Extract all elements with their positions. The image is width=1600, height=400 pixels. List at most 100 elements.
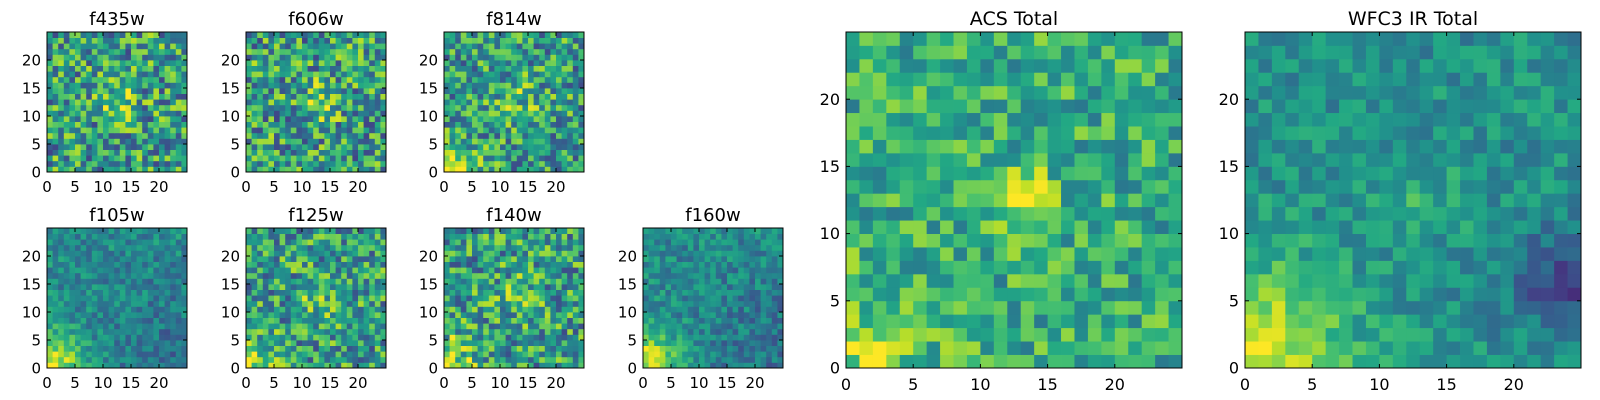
heatmap-cell [1061, 233, 1075, 248]
heatmap-cell [279, 160, 286, 167]
heatmap-cell [682, 328, 689, 335]
heatmap-cell [1114, 300, 1129, 315]
heatmap-cell [953, 233, 968, 248]
heatmap-cell [285, 149, 292, 156]
heatmap-cell [324, 37, 331, 44]
heatmap-cell [142, 323, 149, 330]
heatmap-cell [380, 228, 387, 234]
heatmap-cell [318, 37, 325, 44]
heatmap-cell [671, 317, 677, 324]
heatmap-cell [477, 160, 484, 167]
heatmap-cell [80, 32, 87, 38]
heatmap-cell [80, 328, 87, 335]
heatmap-cell [1020, 300, 1035, 315]
heatmap-cell [682, 351, 689, 358]
heatmap-cell [466, 267, 473, 274]
heatmap-cell [1087, 354, 1102, 369]
heatmap-cell [131, 32, 137, 38]
x-tick-label: 20 [546, 178, 565, 196]
heatmap-cell [544, 54, 551, 61]
heatmap-cell [251, 233, 258, 240]
heatmap-cell [993, 273, 1008, 288]
heatmap-cell [1020, 247, 1035, 261]
heatmap-cell [290, 60, 297, 66]
heatmap-cell [75, 138, 81, 145]
heatmap-cell [500, 312, 506, 318]
heatmap-cell [170, 82, 177, 89]
heatmap-cell [550, 54, 557, 61]
heatmap-cell [466, 54, 473, 61]
heatmap-cell [872, 166, 887, 181]
heatmap-cell [318, 110, 325, 117]
heatmap-cell [687, 284, 694, 290]
heatmap-cell [693, 228, 700, 234]
heatmap-cell [142, 267, 149, 274]
heatmap-cell [335, 110, 342, 117]
heatmap-cell [374, 138, 381, 145]
heatmap-cell [324, 155, 331, 162]
heatmap-cell [522, 166, 529, 173]
heatmap-cell [369, 76, 376, 83]
heatmap-cell [516, 334, 523, 341]
heatmap-cell [380, 37, 387, 44]
heatmap-cell [279, 312, 286, 318]
heatmap-cell [262, 54, 269, 61]
heatmap-cell [561, 88, 568, 94]
heatmap-cell [52, 93, 59, 100]
heatmap-cell [69, 328, 76, 335]
x-tick-label: 5 [467, 178, 477, 196]
heatmap-cell [279, 233, 286, 240]
heatmap-cell [119, 110, 126, 117]
heatmap-cell [80, 43, 87, 50]
heatmap-cell [544, 289, 551, 296]
heatmap-cell [290, 300, 297, 307]
heatmap-cell [477, 340, 484, 346]
heatmap-cell [164, 37, 171, 44]
heatmap-cell [307, 334, 314, 341]
heatmap-cell [648, 233, 655, 240]
heatmap-cell [153, 43, 160, 50]
heatmap-cell [75, 144, 81, 150]
heatmap-cell [251, 328, 258, 335]
heatmap-cell [91, 233, 98, 240]
heatmap-cell [159, 328, 165, 335]
heatmap-cell [307, 37, 314, 44]
y-tick-label: 20 [618, 247, 637, 265]
heatmap-cell [164, 32, 171, 38]
heatmap-cell [676, 317, 683, 324]
heatmap-cell [732, 334, 739, 341]
heatmap-cell [699, 334, 705, 341]
heatmap-cell [363, 82, 370, 89]
heatmap-cell [1074, 220, 1089, 234]
heatmap-cell [913, 193, 928, 208]
y-tick-label: 5 [627, 331, 637, 349]
heatmap-cell [472, 306, 478, 313]
heatmap-cell [561, 166, 568, 173]
heatmap-cell [307, 356, 314, 363]
heatmap-cell [369, 267, 376, 274]
heatmap-cell [125, 132, 132, 139]
heatmap-cell [341, 300, 348, 307]
y-tick-label: 10 [22, 107, 41, 125]
heatmap-cell [522, 233, 529, 240]
heatmap-cell [369, 278, 376, 285]
heatmap-cell [125, 116, 132, 122]
heatmap-cell [494, 278, 501, 285]
heatmap-cell [715, 278, 722, 285]
heatmap-cell [97, 149, 104, 156]
heatmap-cell [913, 287, 928, 302]
heatmap-cell [460, 104, 467, 111]
heatmap-cell [539, 261, 546, 268]
heatmap-cell [567, 76, 574, 83]
heatmap-cell [777, 340, 784, 346]
heatmap-cell [477, 250, 484, 257]
heatmap-cell [522, 261, 529, 268]
heatmap-cell [749, 345, 756, 352]
heatmap-cell [296, 121, 303, 128]
heatmap-cell [472, 351, 478, 358]
heatmap-cell [279, 256, 286, 262]
heatmap-cell [693, 278, 700, 285]
heatmap-cell [246, 256, 252, 262]
heatmap-cell [164, 48, 171, 55]
heatmap-cell [103, 71, 109, 78]
